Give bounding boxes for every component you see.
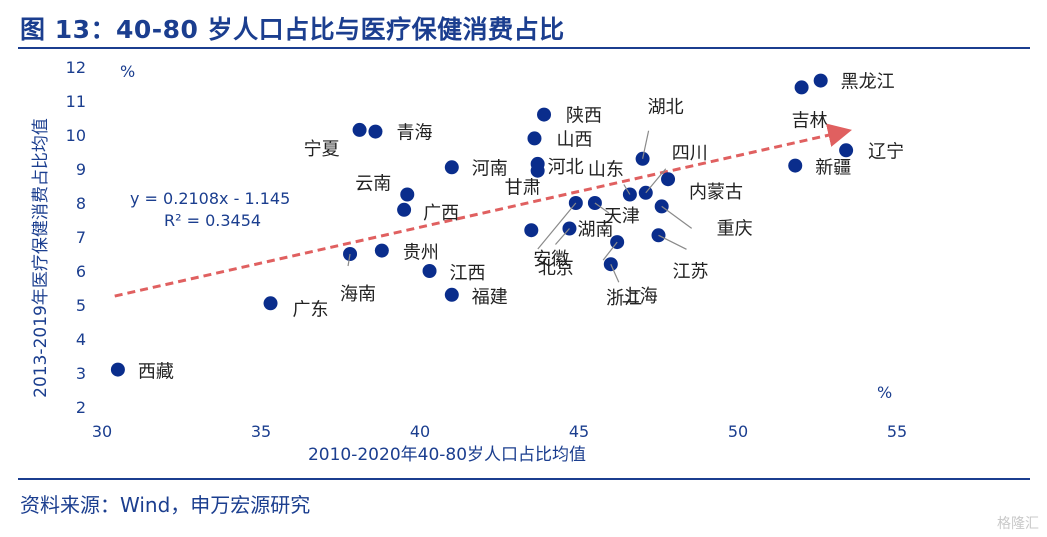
point-label: 云南	[355, 174, 391, 195]
x-tick-label: 45	[569, 422, 589, 441]
point-label: 广西	[423, 203, 459, 224]
label-leader	[347, 253, 351, 267]
data-point	[263, 296, 278, 311]
point-label: 重庆	[717, 218, 753, 239]
x-tick-label: 40	[410, 422, 430, 441]
label-leader	[645, 168, 667, 194]
point-label: 山东	[588, 160, 624, 181]
trend-layer	[114, 123, 852, 298]
data-point	[110, 362, 125, 377]
data-point	[788, 158, 803, 173]
point-label: 浙江	[606, 288, 642, 309]
data-point	[524, 223, 539, 238]
y-tick-label: 3	[76, 364, 86, 383]
label-leader	[623, 184, 631, 195]
data-point	[374, 243, 389, 258]
data-point	[794, 80, 809, 95]
data-point	[537, 107, 552, 122]
point-label: 四川	[672, 143, 708, 164]
y-tick-label: 7	[76, 228, 86, 247]
point-label: 西藏	[138, 362, 174, 383]
data-point	[444, 287, 459, 302]
point-label: 宁夏	[304, 139, 340, 160]
label-leader	[661, 205, 693, 229]
point-label: 陕西	[566, 106, 602, 127]
y-tick-label: 6	[76, 262, 86, 281]
page-title: 图 13：40-80 岁人口占比与医疗保健消费占比	[20, 15, 565, 44]
label-leader	[610, 263, 620, 283]
data-point	[400, 187, 415, 202]
point-label: 上海	[622, 286, 658, 307]
point-label: 山西	[556, 129, 592, 150]
title-divider	[18, 47, 1030, 49]
trend-r2: R² = 0.3454	[164, 211, 261, 230]
y-tick-label: 5	[76, 296, 86, 315]
point-label: 江苏	[673, 261, 709, 282]
y-tick-label: 4	[76, 330, 86, 349]
data-point	[839, 143, 854, 158]
x-axis-title: 2010-2020年40-80岁人口占比均值	[308, 445, 586, 465]
data-point	[527, 131, 542, 146]
source-divider	[18, 478, 1030, 480]
point-label: 内蒙古	[689, 182, 743, 203]
label-leader	[658, 234, 687, 250]
point-label: 甘肃	[505, 178, 541, 199]
x-tick-label: 55	[887, 422, 907, 441]
data-point	[397, 202, 412, 217]
point-label: 广东	[293, 299, 329, 320]
point-label: 天津	[604, 206, 640, 227]
point-label: 福建	[472, 287, 508, 308]
data-point	[352, 122, 367, 137]
x-tick-label: 30	[92, 422, 112, 441]
y-tick-label: 11	[66, 92, 86, 111]
point-label: 江西	[450, 263, 486, 284]
point-label: 新疆	[815, 158, 851, 179]
watermark: 格隆汇	[997, 516, 1039, 532]
label-leader	[594, 202, 610, 214]
point-label: 安徽	[533, 249, 569, 270]
x-unit-label: %	[877, 383, 892, 402]
source-note: 资料来源：Wind，申万宏源研究	[20, 493, 311, 517]
y-tick-label: 2	[76, 398, 86, 417]
y-tick-label: 10	[66, 126, 86, 145]
data-point	[444, 160, 459, 175]
point-label: 湖南	[577, 220, 613, 241]
y-tick-label: 12	[66, 58, 86, 77]
trend-line	[114, 123, 852, 298]
point-label: 贵州	[403, 243, 439, 264]
data-point	[422, 264, 437, 278]
point-label: 河南	[472, 158, 508, 179]
data-point	[813, 73, 828, 88]
y-axis-title: 2013-2019年医疗保健消费占比均值	[31, 118, 51, 398]
y-tick-label: 9	[76, 160, 86, 179]
x-tick-label: 50	[728, 422, 748, 441]
point-label: 河北	[548, 157, 584, 178]
data-point	[530, 163, 545, 178]
data-point	[661, 172, 676, 187]
point-label: 青海	[396, 123, 432, 144]
label-leader	[602, 241, 618, 261]
point-label: 北京	[538, 258, 574, 279]
y-tick-label: 8	[76, 194, 86, 213]
x-tick-label: 35	[251, 422, 271, 441]
label-leader	[537, 202, 577, 250]
point-label: 黑龙江	[841, 72, 895, 93]
y-unit-label: %	[120, 62, 135, 81]
data-point	[368, 124, 383, 139]
point-label: 湖北	[648, 97, 684, 118]
point-label: 吉林	[792, 110, 828, 131]
label-leader	[555, 228, 570, 245]
point-label: 海南	[340, 284, 376, 305]
data-points	[110, 73, 854, 377]
point-label: 辽宁	[868, 141, 904, 162]
trend-equation: y = 0.2108x - 1.145	[130, 189, 290, 208]
label-leader	[642, 130, 650, 159]
